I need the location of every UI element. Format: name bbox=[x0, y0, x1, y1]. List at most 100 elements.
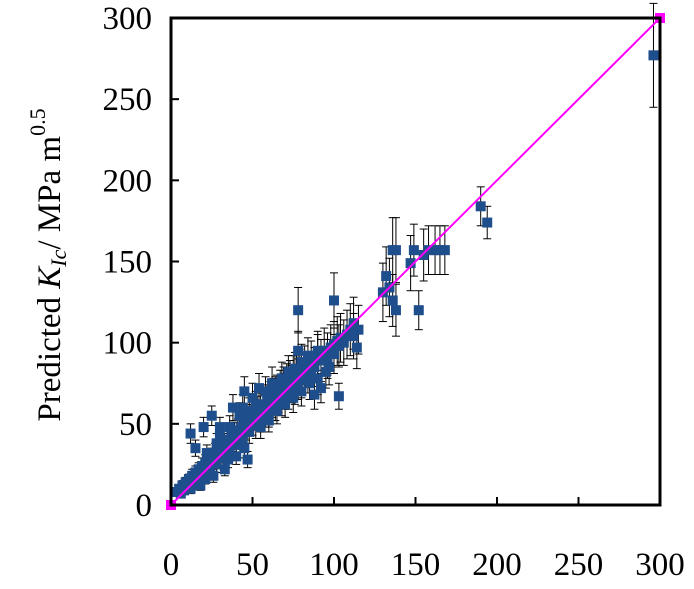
y-tick-label: 150 bbox=[103, 245, 153, 281]
data-point bbox=[250, 399, 261, 410]
data-point bbox=[353, 324, 364, 335]
data-point bbox=[260, 386, 271, 397]
parity-line bbox=[170, 17, 661, 506]
data-point bbox=[293, 345, 304, 356]
data-point bbox=[338, 337, 349, 348]
data-point bbox=[237, 402, 248, 413]
data-point bbox=[482, 217, 493, 228]
data-point bbox=[306, 365, 317, 376]
data-point bbox=[244, 405, 255, 416]
data-point bbox=[198, 422, 209, 433]
data-point bbox=[351, 342, 362, 353]
data-point bbox=[315, 355, 326, 366]
data-point bbox=[377, 287, 388, 298]
data-point bbox=[293, 379, 304, 390]
x-tick-label: 200 bbox=[472, 547, 522, 583]
data-point bbox=[280, 389, 291, 400]
y-axis-title-symbol: K bbox=[32, 265, 68, 290]
y-tick-label: 250 bbox=[103, 82, 153, 118]
y-axis-ticks: 0 50 100 150 200 250 300 bbox=[103, 1, 179, 524]
data-point bbox=[201, 448, 212, 459]
data-point bbox=[322, 353, 333, 364]
data-point bbox=[195, 480, 206, 491]
data-point bbox=[293, 305, 304, 316]
data-point bbox=[408, 245, 419, 256]
data-point bbox=[200, 474, 211, 485]
y-axis-title-unit: / MPa m bbox=[32, 136, 68, 250]
data-point bbox=[219, 464, 230, 475]
y-axis-title-superscript: 0.5 bbox=[25, 108, 50, 136]
data-point bbox=[390, 305, 401, 316]
data-point bbox=[239, 443, 250, 454]
data-point bbox=[270, 386, 281, 397]
data-point bbox=[185, 483, 196, 494]
data-point bbox=[405, 258, 416, 269]
data-point bbox=[413, 305, 424, 316]
y-tick-label: 50 bbox=[119, 407, 152, 443]
data-point bbox=[381, 271, 392, 282]
data-point bbox=[387, 295, 398, 306]
data-point bbox=[345, 324, 356, 335]
data-point bbox=[304, 378, 315, 389]
y-tick-label: 300 bbox=[103, 1, 153, 37]
data-point bbox=[390, 245, 401, 256]
data-point bbox=[439, 245, 450, 256]
data-point bbox=[286, 383, 297, 394]
x-tick-label: 100 bbox=[309, 547, 359, 583]
data-point bbox=[211, 459, 222, 470]
data-point bbox=[423, 245, 434, 256]
data-point bbox=[185, 428, 196, 439]
x-tick-label: 150 bbox=[391, 547, 441, 583]
data-point bbox=[280, 399, 291, 410]
data-point bbox=[315, 383, 326, 394]
x-tick-label: 300 bbox=[635, 547, 685, 583]
data-point bbox=[648, 50, 659, 61]
data-point bbox=[289, 363, 300, 374]
y-tick-label: 100 bbox=[103, 326, 153, 362]
data-point bbox=[244, 426, 255, 437]
y-tick-label: 0 bbox=[136, 488, 153, 524]
data-point bbox=[302, 350, 313, 361]
data-point bbox=[296, 357, 307, 368]
svg-text:Predicted KIc/ MPa m0.5: Predicted KIc/ MPa m0.5 bbox=[25, 108, 71, 421]
data-point bbox=[231, 439, 242, 450]
data-point bbox=[231, 451, 242, 462]
data-point bbox=[273, 394, 284, 405]
data-point bbox=[206, 410, 217, 421]
data-point bbox=[239, 386, 250, 397]
data-point bbox=[260, 410, 271, 421]
data-point bbox=[283, 366, 294, 377]
data-point bbox=[348, 331, 359, 342]
data-point bbox=[312, 373, 323, 384]
y-axis-title: Predicted KIc/ MPa m0.5 bbox=[25, 108, 71, 421]
data-point bbox=[190, 443, 201, 454]
y-tick-label: 200 bbox=[103, 163, 153, 199]
data-point bbox=[475, 201, 486, 212]
data-point bbox=[214, 422, 225, 433]
data-point bbox=[211, 438, 222, 449]
data-point bbox=[224, 446, 235, 457]
data-point bbox=[267, 378, 278, 389]
y-axis-title-prefix: Predicted bbox=[32, 289, 68, 422]
data-point bbox=[255, 422, 266, 433]
data-point bbox=[214, 431, 225, 442]
data-point bbox=[296, 386, 307, 397]
data-point bbox=[234, 410, 245, 421]
data-point bbox=[254, 383, 265, 394]
x-tick-label: 0 bbox=[163, 547, 180, 583]
data-point bbox=[324, 362, 335, 373]
data-point bbox=[247, 392, 258, 403]
data-points bbox=[170, 50, 659, 499]
y-axis-title-subscript: Ic bbox=[46, 249, 71, 267]
data-point bbox=[333, 391, 344, 402]
x-axis-ticks: 0 50 100 150 200 250 300 bbox=[163, 497, 685, 583]
data-point bbox=[329, 349, 339, 360]
data-point bbox=[288, 392, 299, 403]
data-point bbox=[227, 402, 238, 413]
data-point bbox=[242, 454, 253, 465]
data-point bbox=[208, 470, 219, 481]
data-point bbox=[223, 454, 234, 465]
data-point bbox=[329, 295, 339, 306]
x-tick-label: 250 bbox=[554, 547, 604, 583]
data-point bbox=[309, 389, 320, 400]
